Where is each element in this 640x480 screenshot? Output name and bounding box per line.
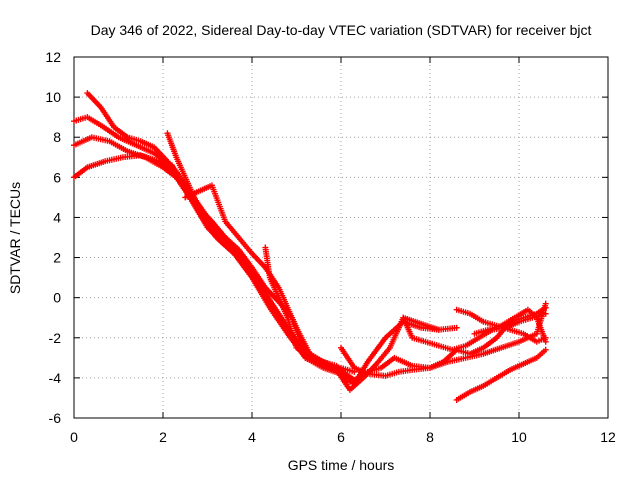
data-point — [542, 338, 549, 345]
y-tick-label: 4 — [53, 209, 61, 225]
y-tick-label: -2 — [49, 330, 62, 346]
series-track-11 — [453, 346, 549, 403]
x-tick-label: 8 — [426, 429, 434, 445]
series-track-12 — [471, 306, 549, 345]
data-point — [542, 304, 549, 311]
data-point — [542, 310, 549, 317]
y-tick-label: -4 — [49, 370, 62, 386]
y-tick-label: 2 — [53, 250, 61, 266]
x-tick-label: 12 — [600, 429, 616, 445]
chart-title: Day 346 of 2022, Sidereal Day-to-day VTE… — [91, 22, 592, 38]
x-tick-label: 2 — [159, 429, 167, 445]
y-tick-label: 0 — [53, 290, 61, 306]
grid-lines — [74, 57, 608, 418]
data-points — [71, 90, 549, 403]
y-tick-label: 8 — [53, 129, 61, 145]
x-axis-label: GPS time / hours — [288, 457, 395, 473]
y-axis-label: SDTVAR / TECUs — [7, 182, 23, 294]
data-point — [542, 346, 549, 353]
x-tick-label: 10 — [511, 429, 527, 445]
y-tick-label: 6 — [53, 169, 61, 185]
y-tick-label: 12 — [45, 49, 61, 65]
x-tick-label: 6 — [337, 429, 345, 445]
axis-ticks: 0 2 4 6 8 10 12 -6 -4 -2 0 2 4 6 8 10 12 — [45, 49, 616, 445]
x-tick-label: 4 — [248, 429, 256, 445]
data-point — [453, 324, 460, 331]
y-tick-label: 10 — [45, 89, 61, 105]
y-tick-label: -6 — [49, 410, 62, 426]
x-tick-label: 0 — [70, 429, 78, 445]
